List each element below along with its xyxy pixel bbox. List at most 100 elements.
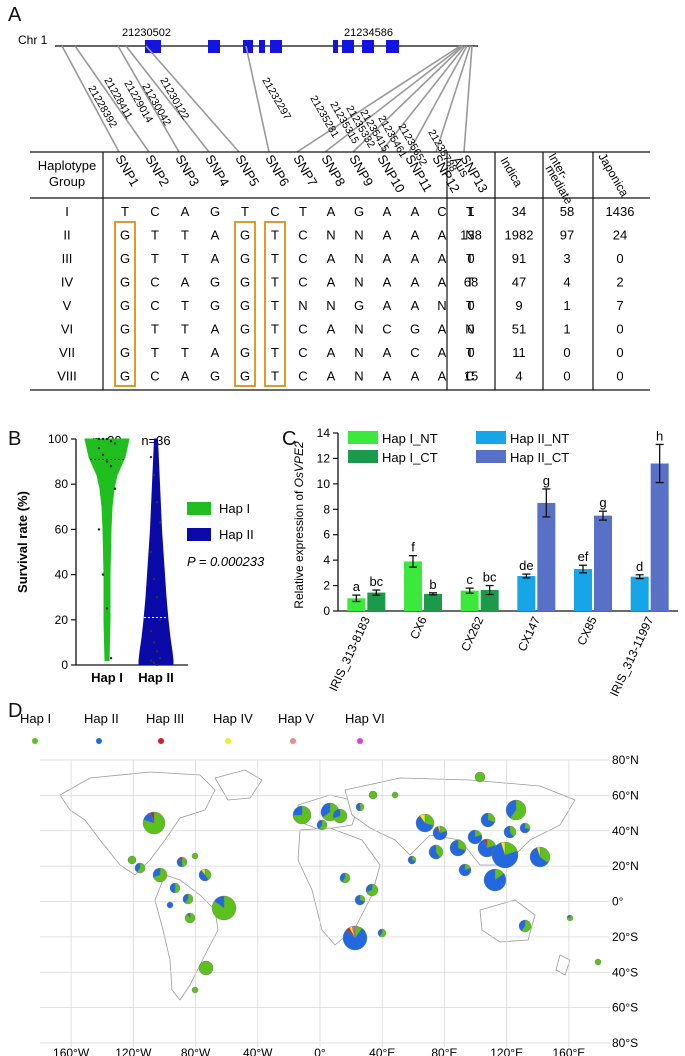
snp-allele: G [120,251,130,266]
population-count: 0 [616,345,623,360]
landmass [214,769,263,801]
pie-slice [214,895,225,909]
legend-label: Hap II_CT [510,450,569,465]
legend-label: Hap IV [213,711,253,726]
bar [480,590,499,611]
population-header: mediate [542,163,576,207]
data-point [149,455,153,459]
snp-allele: A [383,228,392,243]
bar [630,576,649,611]
longitude-label: 40°W [243,1046,273,1056]
snp-header: SNP4 [202,152,232,189]
population-count: 9 [515,298,522,313]
snp-position-label: 21232297 [259,76,293,123]
legend-label: Hap I [20,711,51,726]
snp-allele: G [240,369,250,384]
snp-connector [117,45,180,153]
snp-connector [245,45,270,153]
population-header: Indica [497,155,525,190]
pie-slice [191,986,199,994]
legend-marker [96,738,102,744]
snp-allele: G [240,298,250,313]
latitude-label: 0° [612,895,624,909]
snp-allele: N [354,275,363,290]
data-point [149,629,153,633]
pie-slice [318,819,328,831]
snp-allele: C [150,298,159,313]
population-count: 1 [563,298,570,313]
snp-allele: A [438,345,447,360]
panel-d-label: D [8,700,23,722]
longitude-label: 0° [314,1046,326,1056]
pie-slice [377,928,383,937]
snp-allele: A [411,369,420,384]
haplotype-legend: Hap I Hap II Hap III Hap IV Hap V Hap VI [20,711,385,744]
longitude-label: 80°W [181,1046,211,1056]
haplotype-group: VII [59,345,75,360]
pie-slice [518,919,526,932]
landmass [555,954,571,976]
pie-slice [407,855,417,865]
snp-allele: A [383,251,392,266]
pie-slice [181,856,188,868]
pie-slice [186,912,191,919]
pie-slice [437,825,441,834]
legend-marker [290,738,296,744]
population-count: 15 [464,369,478,384]
pie-slice [320,802,331,818]
snp-allele: A [411,275,420,290]
pie-slice [594,958,602,966]
haplotype-group: VI [61,322,73,337]
snp-allele: A [327,345,336,360]
y-tick-label: 6 [323,528,330,542]
population-count: 51 [512,322,526,337]
x-tick-labels: IRIS_313-8183 CX6 CX262 CX147 CX85 IRIS_313-1… [326,614,656,699]
snp-allele: N [326,228,335,243]
snp-allele: C [150,275,159,290]
x-tick-label: Hap II [138,670,173,685]
legend-marker [225,738,231,744]
violins: Hap In=20Hap IIn=36 [84,433,174,685]
snp-allele: A [383,275,392,290]
legend-swatch [187,502,211,515]
population-count: 0 [467,322,474,337]
longitude-label: 120°W [115,1046,152,1056]
snp-header: SNP9 [346,152,376,189]
snp-allele: T [271,251,279,266]
snp-allele: T [181,298,189,313]
snp-allele: N [354,345,363,360]
highlight-box [264,221,286,387]
legend-label: Hap VI [345,711,385,726]
snp-allele: T [271,345,279,360]
pie-slice [353,925,356,939]
snp-allele: C [298,322,307,337]
snp-allele: G [210,369,220,384]
population-count: 97 [560,228,574,243]
x-tick-label: CX85 [574,614,600,647]
snp-allele: G [120,298,130,313]
snp-allele: T [151,345,159,360]
snp-allele: G [354,298,364,313]
snp-allele: G [210,204,220,219]
population-count: 24 [613,228,627,243]
group-header: Group [49,174,85,189]
longitude-label: 40°E [369,1046,395,1056]
data-point [152,577,156,581]
snp-connector [125,45,210,153]
snp-allele: A [383,345,392,360]
population-count: 0 [616,369,623,384]
y-tick-label: 100 [48,432,68,446]
population-count: 0 [467,345,474,360]
snp-allele: T [271,322,279,337]
snp-connector [324,45,463,153]
data-point [149,659,153,662]
pie-slice [467,829,483,845]
pie-slice [428,844,441,860]
bar [460,590,479,611]
snp-allele: T [466,275,474,290]
significance-letter: c [466,572,473,587]
pie-slice [178,856,183,863]
latitude-labels: 80°N 60°N 40°N 20°N 0° 20°S 40°S 60°S 80°S [612,753,639,1050]
snp-connector [408,45,468,153]
